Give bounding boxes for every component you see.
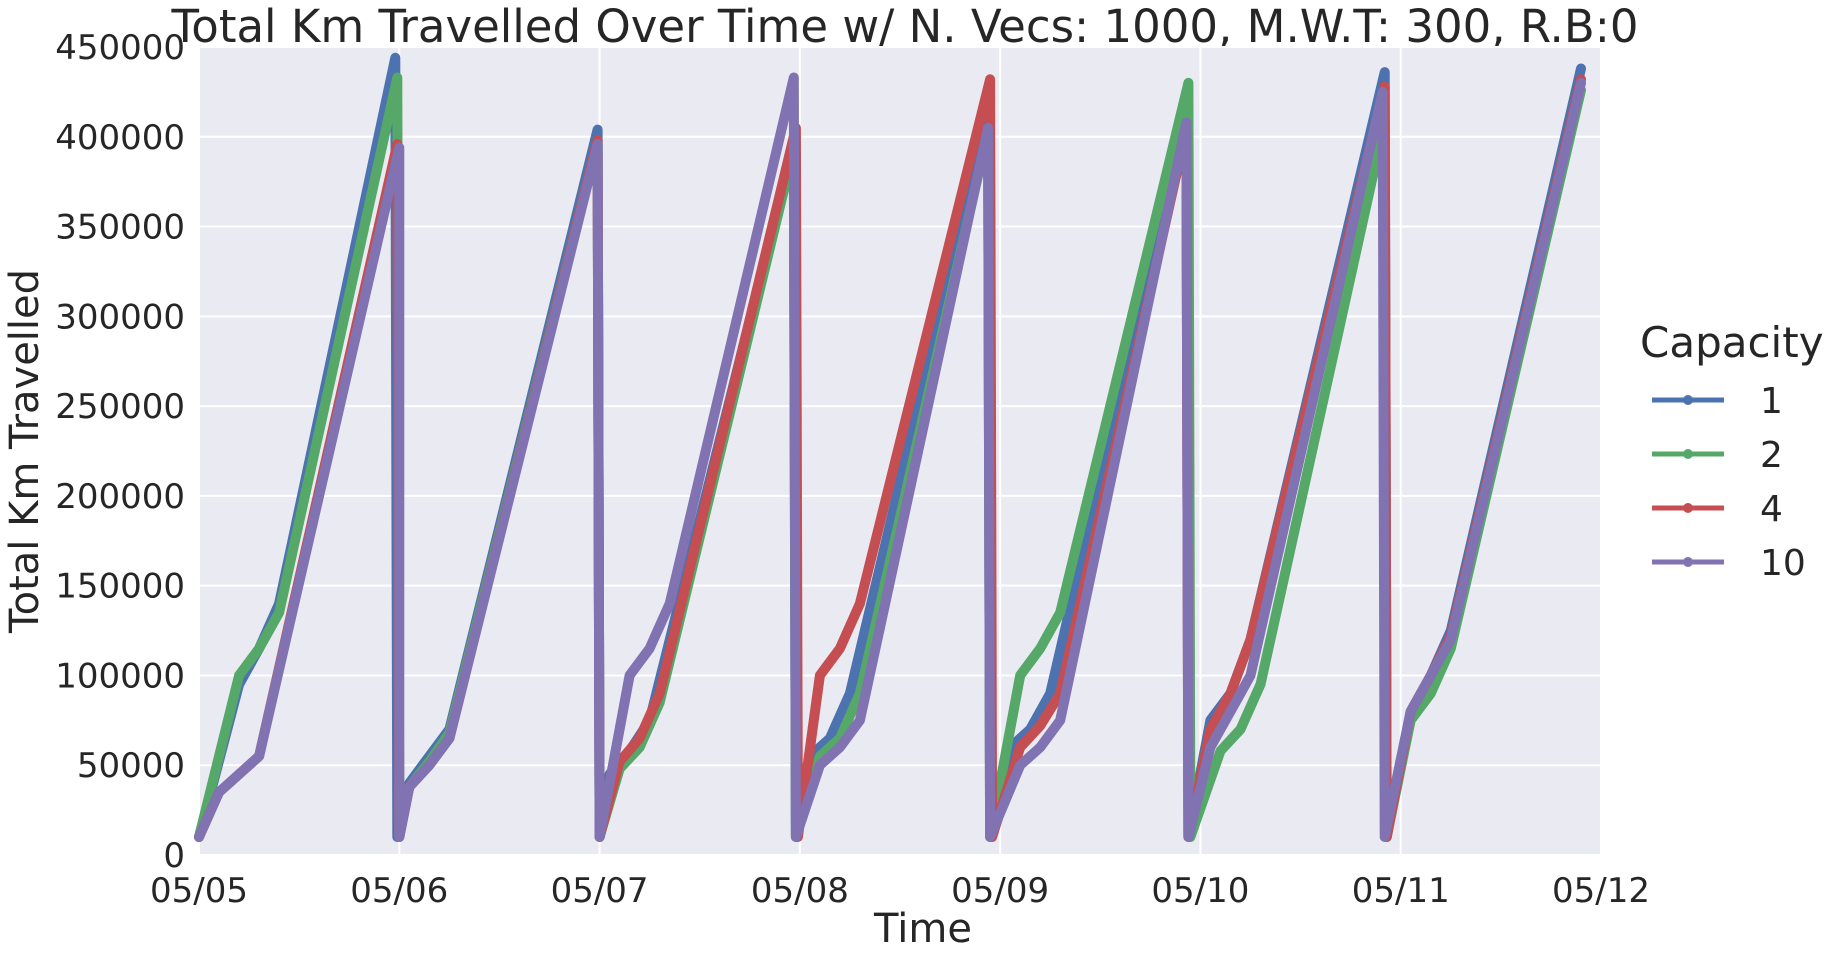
x-tick-label: 05/10 (1151, 871, 1249, 911)
legend-item-10: 10 (1652, 543, 1806, 584)
legend-label: 10 (1760, 543, 1806, 584)
legend-item-2: 2 (1652, 435, 1783, 476)
x-tick-label: 05/05 (150, 871, 248, 911)
y-tick-label: 250000 (55, 387, 185, 427)
legend-title: Capacity (1640, 318, 1824, 367)
legend-marker (1683, 557, 1693, 567)
y-axis-ticks: 0 50000 100000 150000 200000 250000 300000 3500… (55, 28, 185, 876)
y-tick-label: 100000 (55, 656, 185, 696)
grid-lines (198, 46, 1602, 856)
series-line-10 (194, 72, 1586, 842)
x-tick-label: 05/12 (1552, 871, 1650, 911)
x-tick-label: 05/07 (551, 871, 649, 911)
y-tick-label: 300000 (55, 297, 185, 337)
x-axis-label: Time (873, 906, 972, 952)
y-tick-label: 0 (163, 836, 185, 876)
legend-label: 1 (1760, 381, 1783, 422)
legend: Capacity 1 2 4 10 (1640, 318, 1824, 584)
series-lines (194, 52, 1586, 842)
legend-marker (1683, 503, 1693, 513)
legend-marker (1683, 449, 1693, 459)
y-tick-label: 450000 (55, 28, 185, 68)
y-tick-label: 350000 (55, 208, 185, 248)
x-tick-label: 05/06 (350, 871, 448, 911)
x-tick-label: 05/09 (951, 871, 1049, 911)
y-tick-label: 400000 (55, 118, 185, 158)
x-tick-label: 05/08 (751, 871, 849, 911)
chart-title: Total Km Travelled Over Time w/ N. Vecs:… (170, 0, 1638, 53)
y-tick-label: 200000 (55, 477, 185, 517)
y-tick-label: 50000 (77, 746, 185, 786)
legend-item-4: 4 (1652, 489, 1783, 530)
legend-label: 4 (1760, 489, 1783, 530)
y-tick-label: 150000 (55, 567, 185, 607)
y-axis-label: Total Km Travelled (2, 269, 48, 634)
x-tick-label: 05/11 (1352, 871, 1450, 911)
legend-label: 2 (1760, 435, 1783, 476)
legend-item-1: 1 (1652, 381, 1783, 422)
legend-marker (1683, 395, 1693, 405)
x-axis-ticks: 05/05 05/06 05/07 05/08 05/09 05/10 05/11 05/12 (150, 871, 1650, 911)
